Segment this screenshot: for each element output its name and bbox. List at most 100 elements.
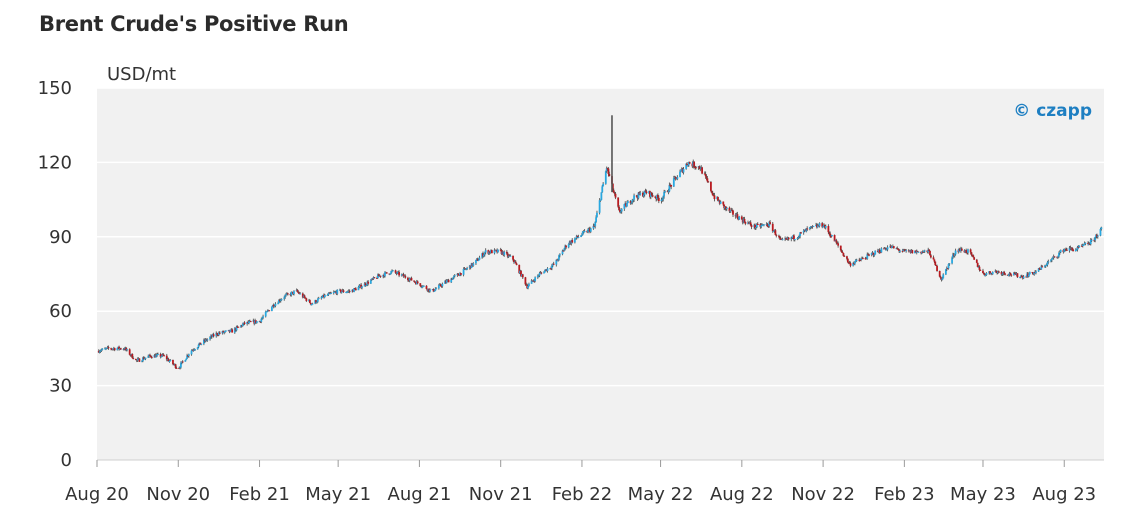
candle-body	[229, 329, 232, 332]
candle-body	[802, 230, 805, 233]
candle-body	[600, 192, 603, 200]
candle-body	[651, 195, 654, 197]
candle-body	[1043, 266, 1046, 268]
candle-body	[661, 199, 664, 201]
candle-body	[650, 192, 653, 196]
candle-body	[184, 360, 187, 362]
candle-body	[1063, 249, 1066, 253]
candle-body	[525, 284, 528, 286]
candle-body	[928, 249, 930, 251]
candle-body	[304, 297, 307, 299]
candle-body	[654, 196, 657, 198]
candle-body	[308, 300, 311, 303]
candle-body	[778, 235, 780, 237]
candle-body	[390, 271, 393, 274]
candle-body	[941, 278, 944, 280]
candle-body	[165, 355, 168, 360]
candle-body	[573, 238, 576, 243]
candle-body	[315, 300, 317, 303]
candle-body	[465, 269, 468, 271]
candle-body	[441, 283, 444, 287]
candle-body	[1071, 247, 1074, 250]
candle-body	[147, 356, 150, 358]
candle-body	[439, 284, 442, 286]
candle-body	[353, 288, 355, 292]
x-tick-label: Nov 21	[469, 484, 533, 505]
candle-body	[942, 274, 945, 279]
candle-body	[760, 225, 763, 227]
candle-body	[672, 178, 675, 187]
candle-body	[632, 199, 635, 201]
candle-body	[613, 192, 616, 194]
candle-body	[766, 224, 769, 227]
candle-body	[849, 263, 852, 266]
candle-body	[639, 192, 642, 195]
candle-body	[285, 294, 287, 296]
candle-body	[710, 190, 713, 193]
candle-body	[384, 272, 386, 277]
candle-body	[932, 257, 935, 260]
candle-body	[884, 248, 887, 250]
candle-body	[939, 276, 942, 278]
candle-body	[336, 289, 339, 294]
candle-body	[126, 349, 128, 351]
x-tick-label: Feb 23	[874, 484, 935, 505]
candle-body	[330, 293, 332, 295]
candle-body	[174, 364, 177, 368]
candle-body	[848, 262, 851, 264]
y-tick-label: 30	[49, 376, 72, 397]
candle-body	[592, 225, 595, 229]
candle-body	[268, 310, 271, 312]
candle-body	[104, 348, 107, 350]
candle-body	[422, 285, 425, 287]
candle-body	[1045, 265, 1048, 267]
candle-body	[1090, 239, 1093, 241]
candle-body	[1084, 242, 1087, 244]
candle-body	[995, 270, 998, 272]
candle-body	[237, 326, 240, 328]
candle-body	[274, 303, 277, 306]
candle-body	[701, 167, 703, 174]
candle-body	[738, 216, 741, 220]
candle-body	[520, 270, 522, 277]
candle-body	[929, 255, 932, 258]
candle-body	[979, 269, 982, 271]
candle-body	[710, 181, 712, 191]
candle-body	[358, 285, 361, 287]
candle-body	[855, 259, 858, 261]
candle-body	[385, 272, 388, 274]
candle-body	[967, 249, 969, 253]
candle-body	[421, 286, 423, 288]
candle-body	[435, 288, 438, 290]
candle-body	[305, 298, 308, 301]
candle-body	[379, 275, 382, 277]
candle-body	[1078, 245, 1081, 248]
candle-body	[688, 162, 691, 164]
candle-body	[982, 270, 984, 274]
candle-body	[452, 277, 454, 280]
candle-body	[1076, 246, 1079, 250]
candle-body	[420, 285, 423, 287]
candle-body	[524, 277, 527, 285]
candle-body	[389, 273, 392, 275]
candle-body	[434, 288, 437, 291]
candle-body	[866, 254, 869, 259]
x-tick-label: May 23	[950, 484, 1016, 505]
candle-body	[558, 254, 561, 256]
candle-body	[698, 166, 701, 169]
candle-body	[854, 261, 856, 264]
candle-body	[868, 254, 870, 256]
candle-body	[172, 359, 174, 365]
candle-body	[98, 351, 101, 353]
candle-body	[601, 186, 604, 193]
candle-body	[614, 193, 617, 198]
candle-body	[262, 316, 264, 318]
candle-body	[273, 305, 276, 307]
candle-body	[505, 251, 508, 254]
candle-body	[785, 238, 788, 240]
candle-body	[477, 259, 480, 261]
candle-body	[736, 214, 739, 219]
candle-body	[922, 251, 924, 253]
candle-body	[892, 246, 895, 249]
candle-body	[160, 356, 163, 358]
